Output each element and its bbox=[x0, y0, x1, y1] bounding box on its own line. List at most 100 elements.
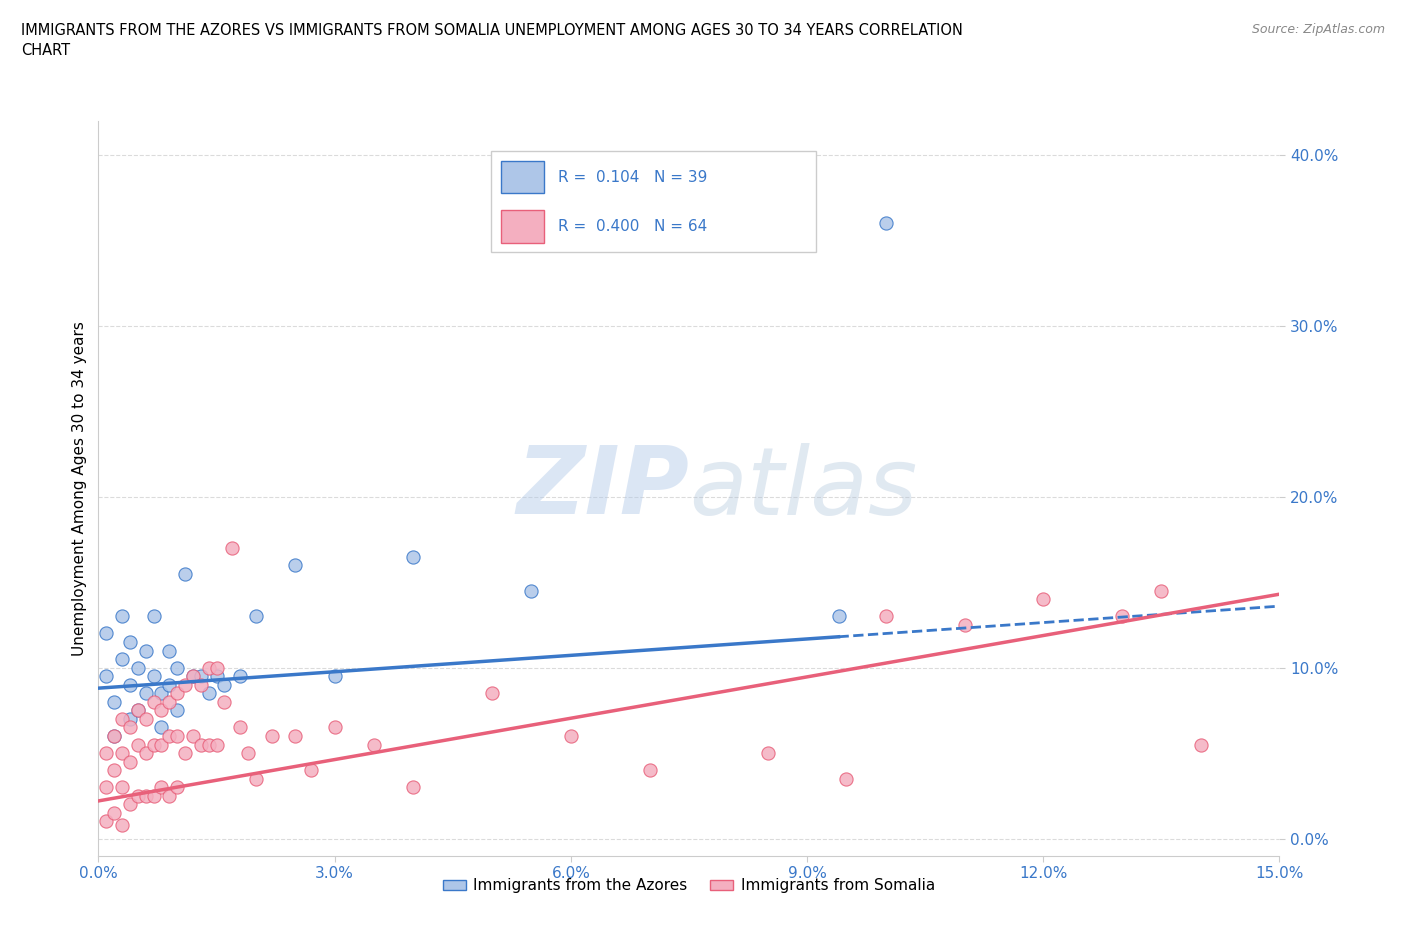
Point bbox=[363, 737, 385, 752]
Y-axis label: Unemployment Among Ages 30 to 34 years: Unemployment Among Ages 30 to 34 years bbox=[72, 321, 87, 656]
Point bbox=[103, 763, 125, 777]
Point bbox=[1150, 583, 1173, 598]
Point bbox=[229, 669, 252, 684]
Point bbox=[197, 685, 219, 700]
Point bbox=[127, 737, 149, 752]
Point bbox=[953, 618, 976, 632]
Point bbox=[875, 216, 897, 231]
Point bbox=[166, 728, 188, 743]
Point bbox=[103, 728, 125, 743]
Point bbox=[118, 677, 141, 692]
Point bbox=[166, 703, 188, 718]
Point bbox=[229, 720, 252, 735]
Point bbox=[190, 669, 212, 684]
Point bbox=[127, 703, 149, 718]
Point bbox=[135, 685, 157, 700]
Point bbox=[323, 669, 346, 684]
Point bbox=[118, 754, 141, 769]
Point bbox=[481, 685, 503, 700]
Point bbox=[245, 609, 267, 624]
Point bbox=[181, 669, 204, 684]
Point bbox=[103, 728, 125, 743]
Point bbox=[284, 558, 307, 573]
Point bbox=[150, 703, 173, 718]
Point bbox=[127, 660, 149, 675]
Point bbox=[284, 728, 307, 743]
Point bbox=[111, 609, 134, 624]
Point bbox=[166, 660, 188, 675]
Point bbox=[205, 669, 228, 684]
Point bbox=[157, 728, 180, 743]
Point bbox=[150, 780, 173, 795]
Point bbox=[118, 634, 141, 649]
Point bbox=[96, 746, 118, 761]
Legend: Immigrants from the Azores, Immigrants from Somalia: Immigrants from the Azores, Immigrants f… bbox=[437, 872, 941, 899]
Point bbox=[197, 737, 219, 752]
Text: ZIP: ZIP bbox=[516, 443, 689, 534]
Point bbox=[197, 660, 219, 675]
Point bbox=[135, 746, 157, 761]
Point bbox=[245, 771, 267, 786]
Point bbox=[181, 728, 204, 743]
Point bbox=[111, 746, 134, 761]
Point bbox=[111, 817, 134, 832]
Point bbox=[174, 566, 197, 581]
Point bbox=[96, 780, 118, 795]
Point bbox=[299, 763, 322, 777]
Point bbox=[236, 746, 259, 761]
Point bbox=[142, 737, 165, 752]
Point bbox=[135, 711, 157, 726]
Text: IMMIGRANTS FROM THE AZORES VS IMMIGRANTS FROM SOMALIA UNEMPLOYMENT AMONG AGES 30: IMMIGRANTS FROM THE AZORES VS IMMIGRANTS… bbox=[21, 23, 963, 58]
Point bbox=[190, 737, 212, 752]
Point bbox=[157, 644, 180, 658]
Point bbox=[96, 626, 118, 641]
Point bbox=[520, 583, 543, 598]
Point bbox=[181, 669, 204, 684]
Point bbox=[190, 677, 212, 692]
Point bbox=[205, 737, 228, 752]
Point bbox=[205, 660, 228, 675]
Point bbox=[96, 669, 118, 684]
Point bbox=[174, 677, 197, 692]
Point bbox=[166, 685, 188, 700]
Point bbox=[560, 728, 582, 743]
Point bbox=[166, 780, 188, 795]
Point bbox=[118, 720, 141, 735]
Point bbox=[127, 703, 149, 718]
Point bbox=[142, 789, 165, 804]
Point bbox=[827, 609, 849, 624]
Point bbox=[135, 789, 157, 804]
Point bbox=[111, 780, 134, 795]
Point bbox=[96, 814, 118, 829]
Point bbox=[638, 763, 661, 777]
Point bbox=[150, 720, 173, 735]
Point bbox=[323, 720, 346, 735]
Point bbox=[118, 711, 141, 726]
Point bbox=[135, 644, 157, 658]
Point bbox=[157, 695, 180, 710]
Point bbox=[142, 669, 165, 684]
Point bbox=[142, 695, 165, 710]
Point bbox=[157, 677, 180, 692]
Point bbox=[221, 540, 243, 555]
Text: atlas: atlas bbox=[689, 443, 917, 534]
Point bbox=[214, 695, 236, 710]
Point bbox=[103, 805, 125, 820]
Point bbox=[1111, 609, 1133, 624]
Point bbox=[1189, 737, 1212, 752]
Point bbox=[111, 711, 134, 726]
Point bbox=[1032, 591, 1054, 606]
Point bbox=[118, 797, 141, 812]
Point bbox=[756, 746, 779, 761]
Point bbox=[875, 609, 897, 624]
Text: Source: ZipAtlas.com: Source: ZipAtlas.com bbox=[1251, 23, 1385, 36]
Point bbox=[127, 789, 149, 804]
Point bbox=[150, 685, 173, 700]
Point bbox=[142, 609, 165, 624]
Point bbox=[174, 746, 197, 761]
Point bbox=[111, 652, 134, 667]
Point bbox=[103, 695, 125, 710]
Point bbox=[150, 737, 173, 752]
Point bbox=[260, 728, 283, 743]
Point bbox=[402, 549, 425, 564]
